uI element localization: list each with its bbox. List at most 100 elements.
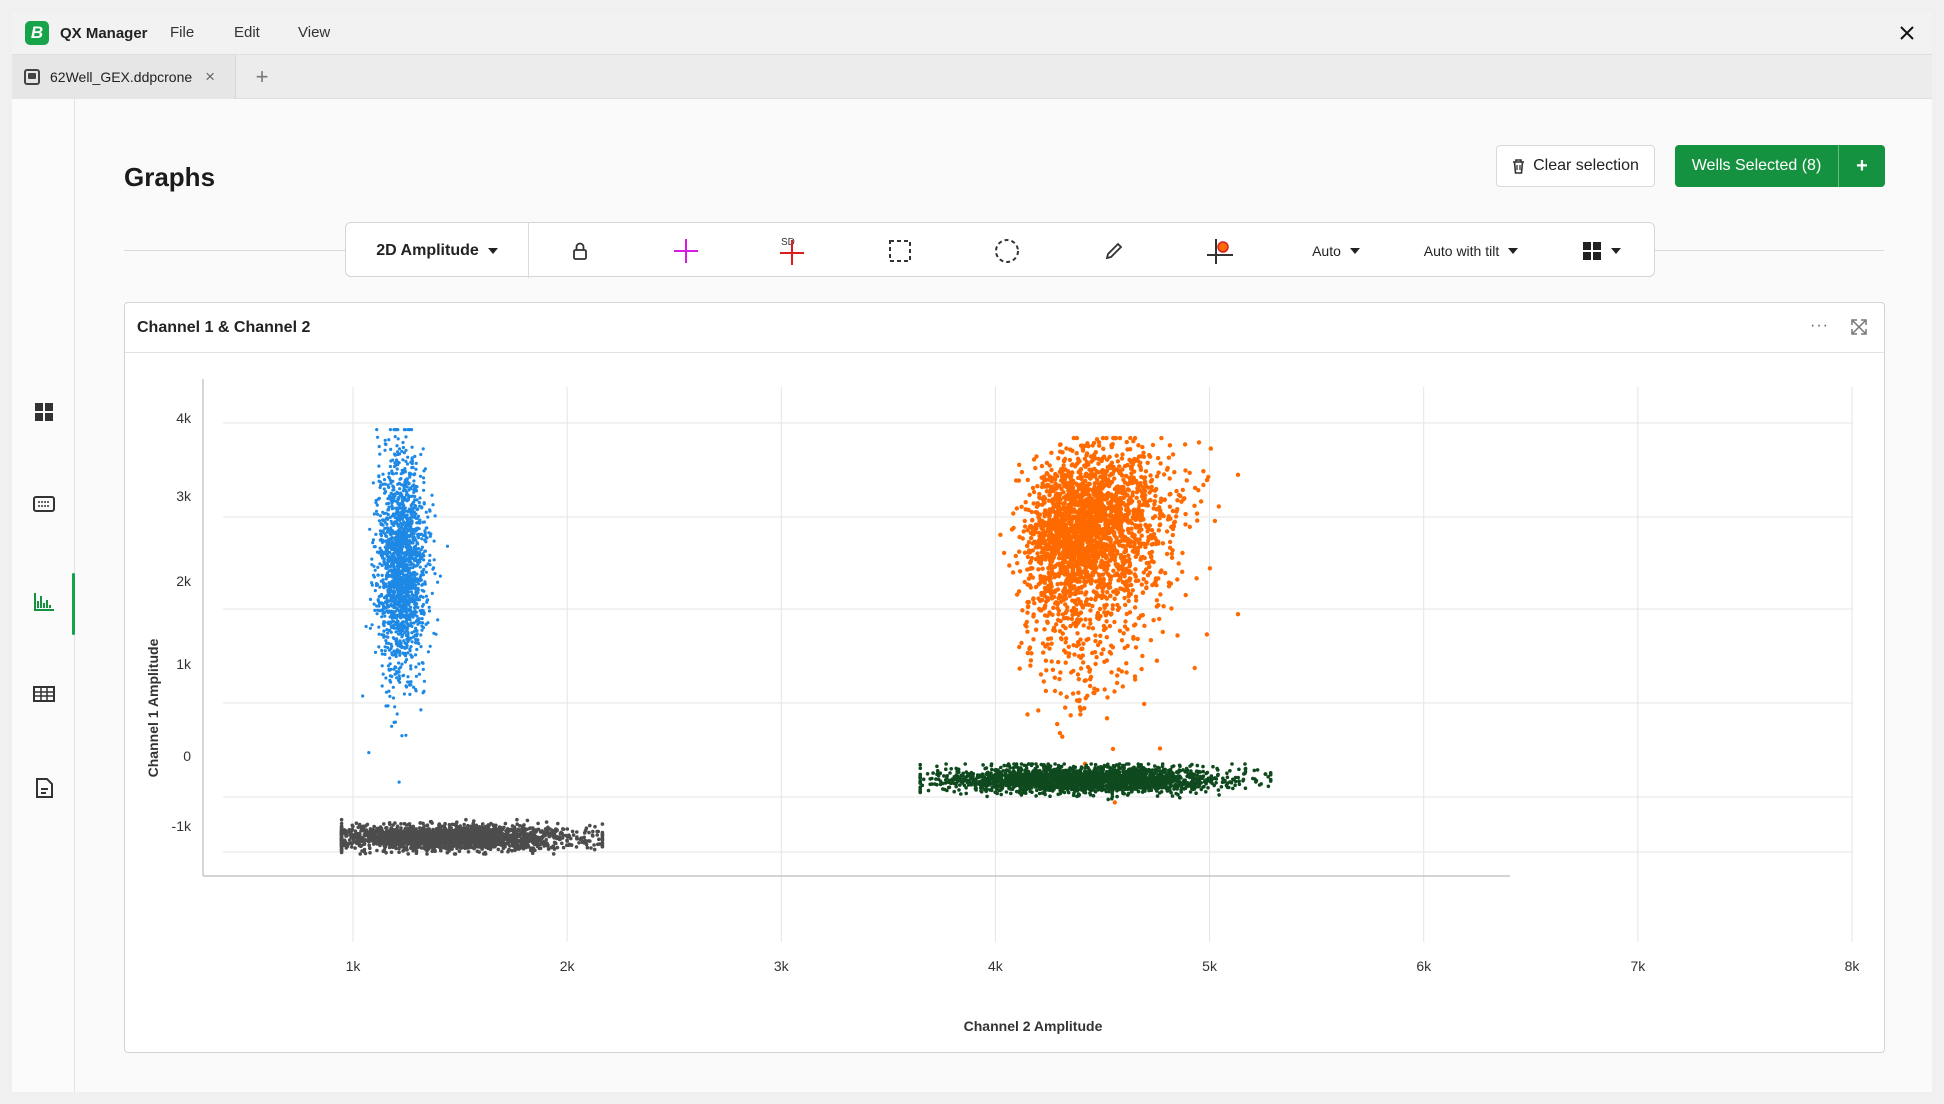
data-point [1087,683,1093,689]
sd-threshold-button[interactable]: SD [772,223,812,278]
menu-file[interactable]: File [170,24,195,41]
sidebar-item-table[interactable] [31,681,57,707]
data-point [380,684,384,688]
data-point [380,540,384,544]
data-point [403,536,407,541]
threshold-point-button[interactable] [1200,223,1240,278]
data-point [1031,596,1036,601]
lock-button[interactable] [560,223,600,278]
data-point [1052,510,1058,515]
data-point [388,628,392,632]
clear-selection-button[interactable]: Clear selection [1496,145,1655,187]
pencil-button[interactable] [1094,223,1134,278]
tilt-mode-dropdown[interactable]: Auto with tilt [1396,223,1546,278]
data-point [1063,705,1068,710]
data-point [417,672,421,676]
data-point [1140,653,1145,659]
data-point [1047,463,1052,468]
data-point [1108,593,1113,599]
data-point [421,667,425,671]
crosshair-threshold-button[interactable] [666,223,706,278]
data-point [390,544,394,548]
data-point [1028,663,1033,668]
data-point [381,578,385,582]
data-point [408,471,412,475]
data-point [395,552,399,556]
data-point [1108,651,1114,656]
data-point [1075,617,1080,622]
data-point [436,580,440,584]
data-point [390,625,394,629]
data-point [1110,746,1116,752]
add-wells-button[interactable]: + [1838,145,1885,187]
scale-mode-label: Auto [1312,242,1341,259]
plot-type-dropdown[interactable]: 2D Amplitude [346,223,528,278]
data-point [1123,602,1128,608]
data-point [1056,659,1061,665]
data-point [403,560,407,564]
data-point [1187,524,1193,529]
data-point [1104,564,1109,569]
data-point [1151,532,1157,537]
data-point [1033,557,1039,562]
tab-62well-gex[interactable]: 62Well_GEX.ddpcrone × [12,55,236,99]
data-point [1025,650,1030,656]
data-point [1045,527,1050,532]
data-point [1131,634,1136,640]
scale-mode-dropdown[interactable]: Auto [1296,223,1376,278]
data-point [1076,677,1081,682]
data-point [1082,706,1087,711]
data-point [578,837,582,841]
data-point [1112,689,1117,694]
sidebar-item-dashboard[interactable] [31,399,57,425]
tab-close-icon[interactable]: × [205,67,216,86]
data-point [399,562,403,567]
data-point [1079,584,1085,590]
data-point [1145,503,1151,508]
data-point [407,494,411,498]
data-point [1139,533,1144,538]
data-point [403,573,408,577]
data-point [1182,496,1187,501]
sidebar-item-plate[interactable] [31,491,57,517]
close-window-icon[interactable] [1894,20,1920,46]
data-point [397,628,401,633]
menu-edit[interactable]: Edit [234,24,260,41]
data-point [1038,672,1044,677]
data-point [1145,460,1150,465]
data-point [395,676,399,680]
data-point [445,544,450,548]
data-point [1077,579,1082,584]
data-point [392,649,396,653]
data-point [410,445,414,449]
data-point [413,633,417,637]
menu-view[interactable]: View [298,24,331,41]
data-point [1038,608,1043,613]
data-point [1058,518,1063,524]
data-point [1115,502,1121,508]
data-point [1097,606,1103,612]
data-point [377,632,381,636]
data-point [1067,559,1073,565]
data-point [556,821,560,826]
data-point [371,541,375,545]
sidebar-item-report[interactable] [31,775,57,801]
more-options-icon[interactable]: ··· [1810,317,1829,334]
data-point [1028,535,1034,541]
data-point [1017,569,1023,574]
rectangle-select-button[interactable] [880,223,920,278]
layout-dropdown[interactable] [1571,223,1631,278]
sidebar-item-graphs[interactable] [31,589,57,615]
data-point [404,584,408,588]
data-point [373,589,377,593]
data-point [1151,506,1156,511]
expand-icon[interactable] [1850,318,1868,336]
wells-selected-button[interactable]: Wells Selected (8) + [1675,145,1885,187]
data-point [1032,601,1037,606]
table-icon [33,686,55,702]
data-point [1063,636,1069,641]
lasso-select-button[interactable] [987,223,1027,278]
data-point [1071,591,1076,596]
add-tab-button[interactable]: + [255,64,269,89]
